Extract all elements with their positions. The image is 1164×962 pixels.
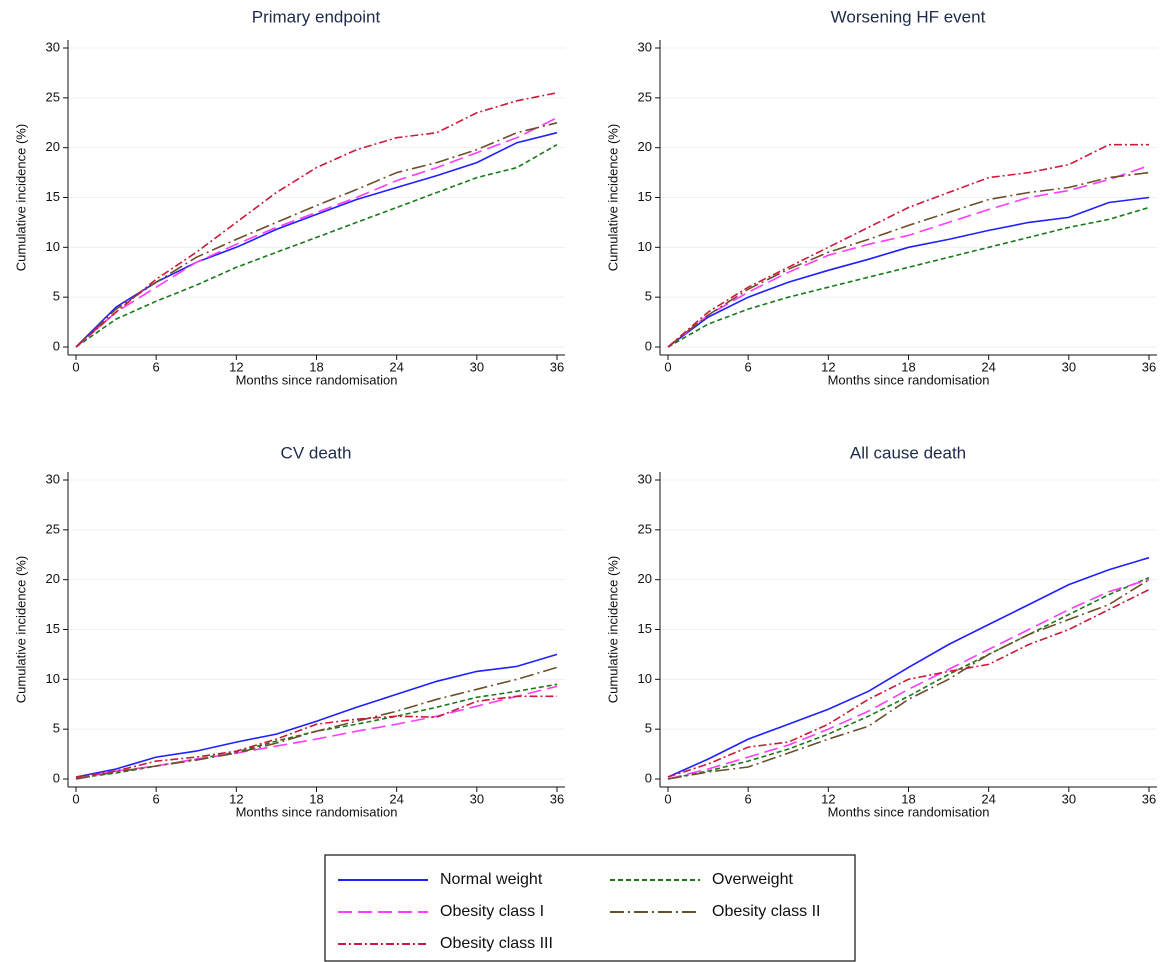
series-line bbox=[75, 144, 558, 348]
y-tick-label: 30 bbox=[46, 471, 60, 486]
y-tick-label: 20 bbox=[638, 571, 652, 586]
chart-title: CV death bbox=[281, 443, 352, 462]
series-line bbox=[75, 92, 558, 348]
y-tick-label: 5 bbox=[645, 289, 652, 304]
x-axis-label: Months since randomisation bbox=[236, 372, 398, 387]
x-tick-label: 36 bbox=[550, 359, 564, 374]
x-tick-label: 30 bbox=[470, 359, 484, 374]
series-line bbox=[667, 206, 1150, 348]
y-axis-label: Cumulative incidence (%) bbox=[605, 124, 620, 271]
series-line bbox=[667, 588, 1150, 778]
legend-label: Obesity class III bbox=[440, 935, 553, 952]
series-line bbox=[75, 653, 558, 778]
x-tick-label: 30 bbox=[470, 791, 484, 806]
series-line bbox=[75, 695, 557, 778]
x-tick-label: 12 bbox=[821, 359, 835, 374]
y-axis-label: Cumulative incidence (%) bbox=[13, 124, 28, 271]
y-tick-label: 25 bbox=[46, 89, 60, 104]
x-tick-label: 24 bbox=[981, 791, 995, 806]
series-line bbox=[667, 579, 1150, 780]
series-line bbox=[75, 131, 558, 348]
x-tick-label: 24 bbox=[389, 359, 403, 374]
y-tick-label: 5 bbox=[645, 721, 652, 736]
x-axis-label: Months since randomisation bbox=[236, 804, 398, 819]
series-line bbox=[75, 122, 558, 348]
y-tick-label: 0 bbox=[53, 338, 60, 353]
x-tick-label: 0 bbox=[72, 359, 79, 374]
x-tick-label: 12 bbox=[229, 359, 243, 374]
x-tick-label: 6 bbox=[153, 359, 160, 374]
y-tick-label: 5 bbox=[53, 721, 60, 736]
y-tick-label: 30 bbox=[638, 39, 652, 54]
chart-title: Worsening HF event bbox=[831, 7, 986, 26]
legend-box bbox=[324, 854, 856, 962]
x-tick-label: 18 bbox=[901, 359, 915, 374]
y-tick-label: 10 bbox=[638, 671, 652, 686]
x-tick-label: 24 bbox=[981, 359, 995, 374]
x-axis-label: Months since randomisation bbox=[828, 804, 990, 819]
y-tick-label: 15 bbox=[46, 621, 60, 636]
y-tick-label: 20 bbox=[46, 139, 60, 154]
y-axis-label: Cumulative incidence (%) bbox=[13, 556, 28, 703]
series-line bbox=[667, 164, 1150, 348]
series-line bbox=[75, 117, 558, 348]
series-line bbox=[667, 196, 1150, 348]
x-tick-label: 36 bbox=[1142, 791, 1156, 806]
x-axis-label: Months since randomisation bbox=[828, 372, 990, 387]
y-tick-label: 15 bbox=[638, 621, 652, 636]
y-tick-label: 20 bbox=[46, 571, 60, 586]
y-tick-label: 10 bbox=[46, 239, 60, 254]
x-tick-label: 6 bbox=[153, 791, 160, 806]
y-tick-label: 15 bbox=[638, 189, 652, 204]
x-tick-label: 12 bbox=[821, 791, 835, 806]
y-axis-label: Cumulative incidence (%) bbox=[605, 556, 620, 703]
series-line bbox=[75, 666, 558, 780]
y-tick-label: 0 bbox=[53, 770, 60, 785]
chart-title: Primary endpoint bbox=[252, 7, 381, 26]
x-tick-label: 36 bbox=[1142, 359, 1156, 374]
y-tick-label: 0 bbox=[645, 770, 652, 785]
x-tick-label: 0 bbox=[72, 791, 79, 806]
series-line bbox=[667, 143, 1149, 348]
legend-label: Normal weight bbox=[440, 871, 543, 888]
y-tick-label: 10 bbox=[638, 239, 652, 254]
series-line bbox=[667, 576, 1150, 780]
y-tick-label: 0 bbox=[645, 338, 652, 353]
y-tick-label: 30 bbox=[46, 39, 60, 54]
x-tick-label: 0 bbox=[664, 791, 671, 806]
y-tick-label: 25 bbox=[638, 89, 652, 104]
x-tick-label: 30 bbox=[1062, 359, 1076, 374]
x-tick-label: 36 bbox=[550, 791, 564, 806]
x-tick-label: 30 bbox=[1062, 791, 1076, 806]
y-tick-label: 25 bbox=[46, 521, 60, 536]
series-line bbox=[667, 556, 1150, 778]
x-tick-label: 18 bbox=[309, 359, 323, 374]
y-tick-label: 25 bbox=[638, 521, 652, 536]
x-tick-label: 24 bbox=[389, 791, 403, 806]
legend-label: Obesity class I bbox=[440, 903, 544, 920]
x-tick-label: 6 bbox=[745, 791, 752, 806]
series-line bbox=[667, 578, 1150, 780]
y-tick-label: 15 bbox=[46, 189, 60, 204]
y-tick-label: 20 bbox=[638, 139, 652, 154]
x-tick-label: 18 bbox=[309, 791, 323, 806]
chart-title: All cause death bbox=[850, 443, 966, 462]
y-tick-label: 5 bbox=[53, 289, 60, 304]
series-line bbox=[667, 171, 1150, 348]
x-tick-label: 18 bbox=[901, 791, 915, 806]
legend-label: Overweight bbox=[712, 871, 793, 888]
legend-label: Obesity class II bbox=[712, 903, 820, 920]
x-tick-label: 0 bbox=[664, 359, 671, 374]
y-tick-label: 30 bbox=[638, 471, 652, 486]
x-tick-label: 6 bbox=[745, 359, 752, 374]
x-tick-label: 12 bbox=[229, 791, 243, 806]
y-tick-label: 10 bbox=[46, 671, 60, 686]
